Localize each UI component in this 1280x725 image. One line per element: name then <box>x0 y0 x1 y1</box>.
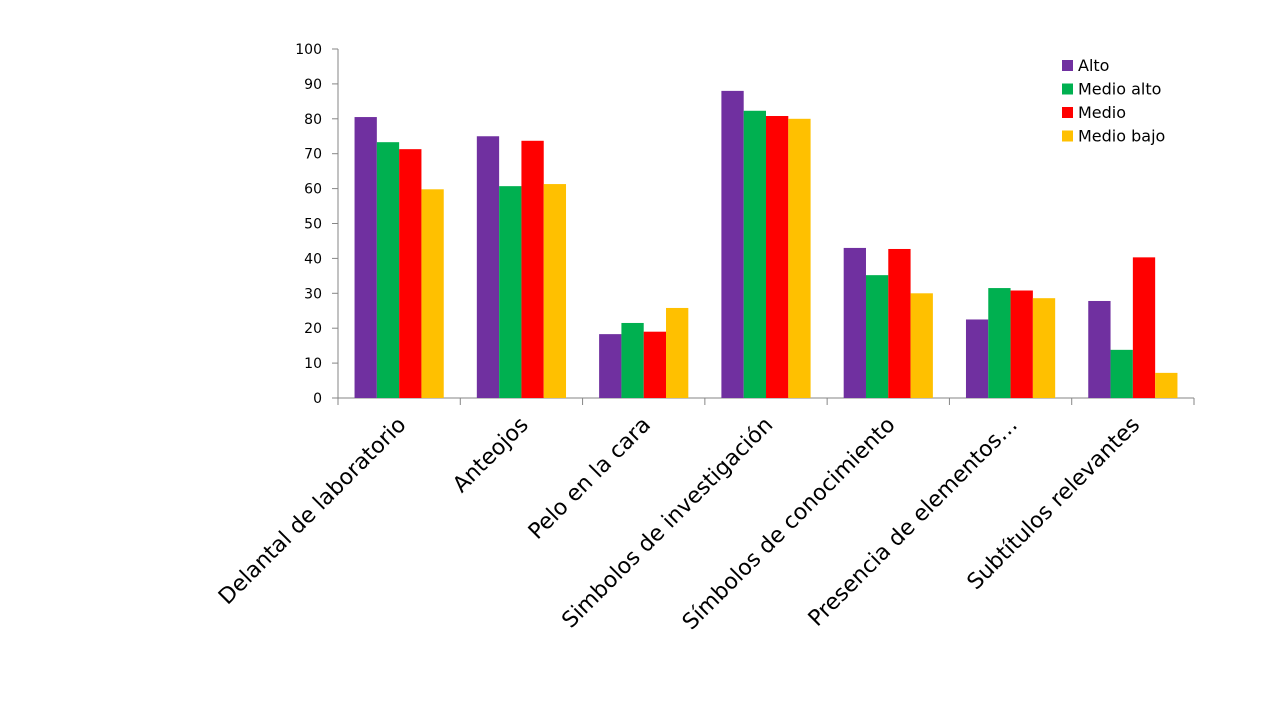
bar <box>666 307 689 398</box>
y-tick-label: 50 <box>304 217 322 233</box>
y-tick-label: 10 <box>304 356 322 372</box>
y-axis: 0 10 20 30 40 50 60 70 80 90 100 <box>295 42 339 407</box>
legend: Alto Medio alto Medio Medio bajo <box>1062 56 1165 146</box>
legend-swatch <box>1062 83 1073 95</box>
y-tick-label: 20 <box>304 321 322 337</box>
y-tick-label: 0 <box>313 391 322 407</box>
y-tick-label: 30 <box>304 286 322 302</box>
bar <box>865 275 889 398</box>
x-tick-label: Símbolos de conocimiento <box>678 413 901 636</box>
bar <box>621 322 644 398</box>
y-tick-label: 90 <box>304 77 322 93</box>
bar <box>788 118 811 399</box>
bar <box>843 247 866 398</box>
bar <box>1155 372 1178 398</box>
bar <box>599 334 622 398</box>
bar <box>476 136 500 398</box>
bar <box>1032 298 1056 398</box>
y-tick-label: 60 <box>304 182 322 198</box>
bar <box>1132 257 1156 398</box>
x-tick-label: Presencia de elementos… <box>804 413 1023 632</box>
y-tick-label: 40 <box>304 251 322 267</box>
bar <box>521 140 544 399</box>
legend-label: Medio bajo <box>1078 127 1165 146</box>
x-tick-label: Delantal de laboratorio <box>214 413 411 610</box>
y-tick-label: 100 <box>295 42 322 58</box>
bar <box>376 142 400 398</box>
bar <box>743 110 766 398</box>
bar <box>888 248 911 398</box>
bar <box>421 189 444 398</box>
bar <box>499 186 522 398</box>
x-tick-label: Pelo en la cara <box>524 413 656 545</box>
legend-swatch <box>1062 107 1073 118</box>
y-tick-label: 70 <box>304 147 322 163</box>
bar <box>543 184 567 398</box>
legend-swatch <box>1062 60 1073 71</box>
bar <box>1010 290 1033 398</box>
bar <box>988 288 1011 398</box>
legend-label: Alto <box>1078 56 1109 75</box>
bars <box>354 90 1178 399</box>
legend-label: Medio <box>1078 103 1126 122</box>
bar <box>721 90 744 398</box>
bar <box>910 293 933 398</box>
bar <box>354 117 377 399</box>
bar <box>1110 349 1133 398</box>
bar <box>766 116 789 399</box>
bar <box>643 331 667 398</box>
bar <box>399 149 422 398</box>
legend-label: Medio alto <box>1078 80 1161 99</box>
x-tick-label: Simbolos de investigación <box>557 413 778 634</box>
legend-swatch <box>1062 130 1073 142</box>
bar <box>1088 300 1111 398</box>
bar <box>965 319 989 398</box>
y-tick-label: 80 <box>304 112 322 128</box>
x-tick-label: Anteojos <box>448 413 533 498</box>
